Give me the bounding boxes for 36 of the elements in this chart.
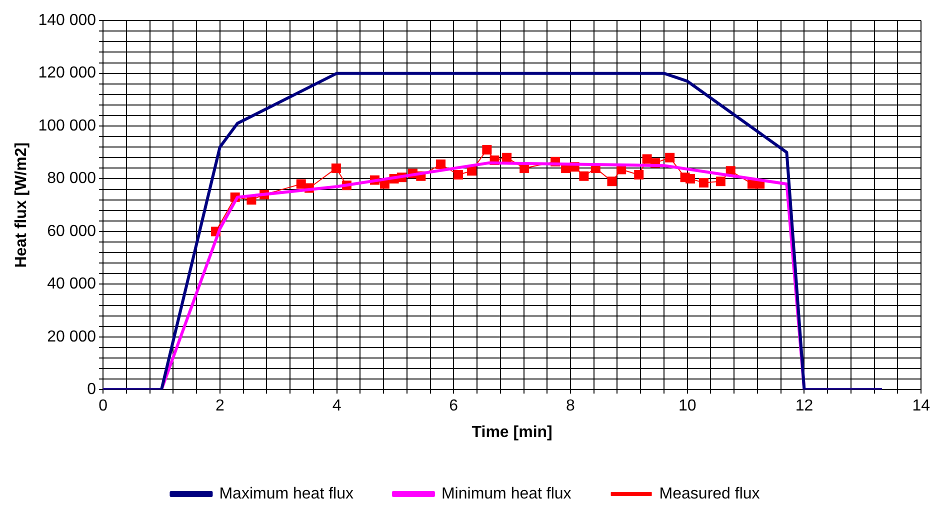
point [331,163,341,173]
x-tick-label: 0 [98,398,108,415]
point [296,179,306,189]
x-tick-label: 10 [678,398,696,415]
y-tick-label: 80 000 [47,170,96,188]
x-tick-label: 6 [449,398,458,415]
y-axis-title: Heat flux [W/m2] [13,142,30,268]
point [467,166,476,176]
y-tick-label: 100 000 [38,117,96,134]
point [716,176,726,186]
x-tick-label: 8 [566,398,576,415]
legend-label: Measured flux [659,485,760,502]
y-tick-label: 0 [87,381,96,398]
x-axis-title: Time [min] [472,424,552,441]
x-tick-label: 2 [215,398,224,415]
x-tick-label: 12 [795,398,814,415]
point [454,170,464,180]
point [436,160,446,169]
point [686,174,696,184]
y-tick-label: 20 000 [47,328,96,346]
y-tick-label: 40 000 [47,276,96,293]
y-tick-label: 60 000 [47,222,96,240]
point [634,170,644,180]
point [642,154,652,164]
y-tick-label: 140 000 [38,12,96,30]
point [698,178,708,188]
point [607,176,617,186]
point [579,171,589,181]
legend-label: Minimum heat flux [441,485,572,502]
x-tick-label: 14 [912,398,930,415]
x-tick-label: 4 [332,398,342,415]
point [502,152,512,162]
point [482,145,492,154]
point [665,152,675,162]
y-tick-label: 120 000 [38,64,96,82]
legend-label: Maximum heat flux [219,485,354,502]
